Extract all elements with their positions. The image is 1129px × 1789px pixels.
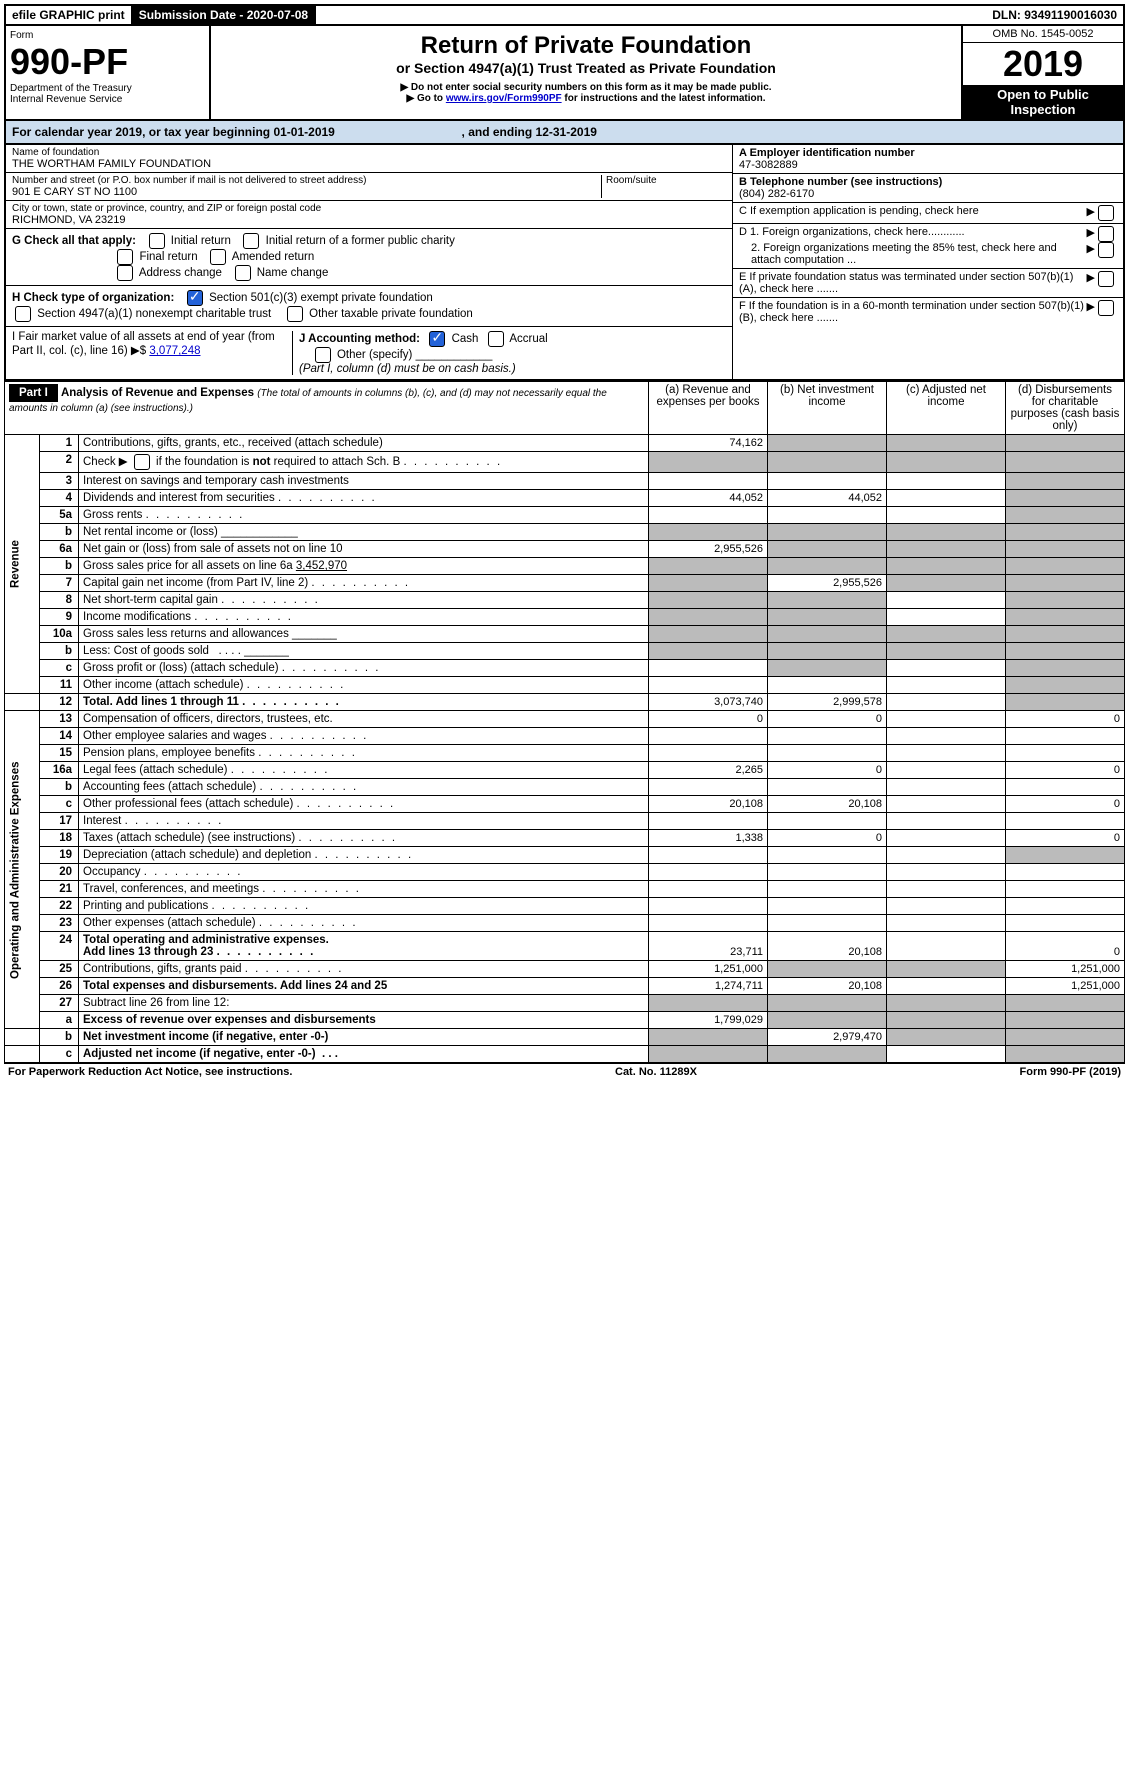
c-label: C If exemption application is pending, c… (739, 205, 1087, 221)
tax-year: 2019 (963, 43, 1123, 85)
foundation-name: THE WORTHAM FAMILY FOUNDATION (12, 158, 726, 170)
street-address: 901 E CARY ST NO 1100 (12, 186, 601, 198)
form-subtitle: or Section 4947(a)(1) Trust Treated as P… (217, 60, 955, 76)
fmv-value[interactable]: 3,077,248 (149, 345, 200, 357)
form-title: Return of Private Foundation (217, 32, 955, 60)
footer-center: Cat. No. 11289X (615, 1066, 697, 1078)
note-ssn: ▶ Do not enter social security numbers o… (217, 82, 955, 93)
col-a-header: (a) Revenue and expenses per books (649, 382, 768, 435)
expenses-section-label: Operating and Administrative Expenses (5, 711, 40, 1029)
checkbox-initial-former[interactable] (243, 233, 259, 249)
checkbox-e[interactable] (1098, 271, 1114, 287)
city-state-zip: RICHMOND, VA 23219 (12, 214, 726, 226)
form-label: Form (10, 30, 205, 41)
addr-label: Number and street (or P.O. box number if… (12, 175, 601, 186)
revenue-section-label: Revenue (5, 435, 40, 694)
checkbox-amended[interactable] (210, 249, 226, 265)
irs-link[interactable]: www.irs.gov/Form990PF (446, 93, 562, 104)
part1-label: Part I (9, 384, 58, 402)
col-c-header: (c) Adjusted net income (887, 382, 1006, 435)
checkbox-initial-return[interactable] (149, 233, 165, 249)
checkbox-cash[interactable] (429, 331, 445, 347)
footer-right: Form 990-PF (2019) (1020, 1066, 1121, 1078)
checkbox-final-return[interactable] (117, 249, 133, 265)
section-g: G Check all that apply: Initial return I… (6, 229, 732, 286)
checkbox-c[interactable] (1098, 205, 1114, 221)
calendar-year-row: For calendar year 2019, or tax year begi… (4, 121, 1125, 145)
col-d-header: (d) Disbursements for charitable purpose… (1006, 382, 1125, 435)
checkbox-other-method[interactable] (315, 347, 331, 363)
name-label: Name of foundation (12, 147, 726, 158)
col-b-header: (b) Net investment income (768, 382, 887, 435)
footer-left: For Paperwork Reduction Act Notice, see … (8, 1066, 292, 1078)
checkbox-addr-change[interactable] (117, 265, 133, 281)
checkbox-d1[interactable] (1098, 226, 1114, 242)
room-label: Room/suite (606, 175, 726, 186)
irs-label: Internal Revenue Service (10, 94, 205, 105)
phone-value: (804) 282-6170 (739, 188, 814, 200)
section-h: H Check type of organization: Section 50… (6, 286, 732, 327)
checkbox-accrual[interactable] (488, 331, 504, 347)
city-label: City or town, state or province, country… (12, 203, 726, 214)
submission-date: Submission Date - 2020-07-08 (133, 6, 316, 24)
page-footer: For Paperwork Reduction Act Notice, see … (4, 1063, 1125, 1080)
efile-label: efile GRAPHIC print (6, 6, 133, 24)
checkbox-name-change[interactable] (235, 265, 251, 281)
checkbox-sch-b[interactable] (134, 454, 150, 470)
checkbox-other-taxable[interactable] (287, 306, 303, 322)
part1-table: Part I Analysis of Revenue and Expenses … (4, 381, 1125, 1063)
checkbox-d2[interactable] (1098, 242, 1114, 258)
checkbox-501c3[interactable] (187, 290, 203, 306)
omb-number: OMB No. 1545-0052 (963, 26, 1123, 43)
form-number: 990-PF (10, 41, 205, 83)
phone-label: B Telephone number (see instructions) (739, 176, 942, 188)
checkbox-f[interactable] (1098, 300, 1114, 316)
note-link: ▶ Go to www.irs.gov/Form990PF for instru… (217, 93, 955, 104)
dept-label: Department of the Treasury (10, 83, 205, 94)
open-public: Open to Public Inspection (963, 85, 1123, 119)
form-header: Form 990-PF Department of the Treasury I… (4, 26, 1125, 121)
top-bar: efile GRAPHIC print Submission Date - 20… (4, 4, 1125, 26)
ein-value: 47-3082889 (739, 159, 798, 171)
dln: DLN: 93491190016030 (986, 6, 1123, 24)
ein-label: A Employer identification number (739, 147, 915, 159)
section-ij: I Fair market value of all assets at end… (6, 327, 732, 379)
entity-info: Name of foundation THE WORTHAM FAMILY FO… (4, 145, 1125, 381)
checkbox-4947[interactable] (15, 306, 31, 322)
